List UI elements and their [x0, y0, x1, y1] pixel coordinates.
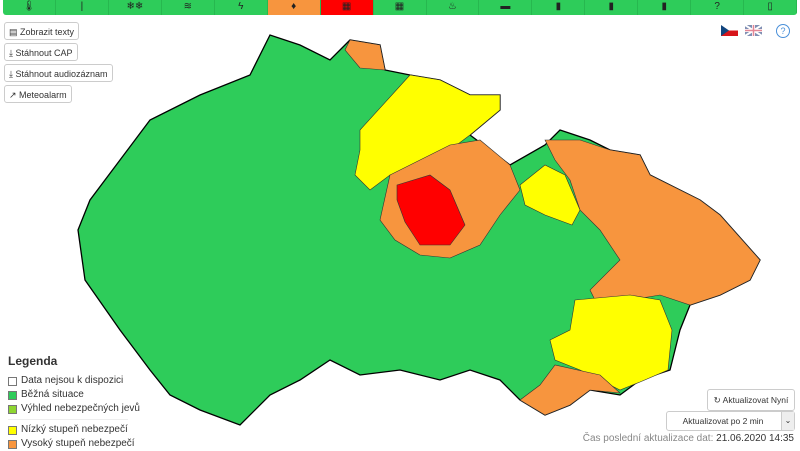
- legend-item: Nízký stupeň nebezpečí: [8, 423, 140, 437]
- show-texts-button[interactable]: ▤ Zobrazit texty: [4, 22, 80, 40]
- thermometer-icon: 🌡: [22, 1, 36, 12]
- fog-icon: ≋: [183, 1, 192, 12]
- show-texts-label: Zobrazit texty: [20, 27, 75, 37]
- legend-swatch: [8, 376, 17, 386]
- document-icon: ▯: [767, 1, 773, 12]
- smog-factory-2-icon: ▮: [608, 1, 615, 12]
- toolbar-tab-snow-icon[interactable]: ❄❄: [108, 0, 162, 15]
- rain-icon: ♦: [291, 1, 297, 12]
- toolbar-tab-question-icon[interactable]: ?: [691, 0, 745, 15]
- toolbar-tab-fog-icon[interactable]: ≋: [161, 0, 215, 15]
- region-high-s[interactable]: [519, 364, 621, 416]
- meteoalarm-button[interactable]: ↗ Meteoalarm: [4, 85, 72, 103]
- download-icon: ⤓: [9, 48, 16, 58]
- toolbar-tab-flood-warning-icon[interactable]: ▦: [373, 0, 427, 15]
- chevron-down-icon: ⌄: [781, 412, 794, 430]
- legend-item: Data nejsou k dispozici: [8, 374, 140, 388]
- refresh-now-button[interactable]: ↻ Aktualizovat Nyní: [707, 389, 795, 411]
- last-update: Čas poslední aktualizace dat: 21.06.2020…: [583, 433, 794, 444]
- region-low-n[interactable]: [354, 74, 501, 191]
- region-high-ne[interactable]: [544, 139, 761, 311]
- smog-factory-icon: ▮: [555, 1, 562, 12]
- legend-label: Data nejsou k dispozici: [21, 375, 124, 386]
- region-high-top[interactable]: [344, 39, 386, 71]
- meteoalarm-label: Meteoalarm: [19, 90, 67, 100]
- toolbar-tab-car-icon[interactable]: ▬: [479, 0, 533, 15]
- help-icon[interactable]: ?: [776, 24, 790, 38]
- hazard-toolbar: 🌡 | ❄❄ ≋ ϟ ♦ ▦ ▦ ♨ ▬ ▮ ▮ ▮? ▯: [3, 0, 797, 15]
- wind-icon: |: [80, 1, 84, 12]
- legend: Legenda Data nejsou k dispozici Běžná sit…: [8, 354, 140, 451]
- snow-icon: ❄❄: [126, 1, 144, 12]
- lightning-icon: ϟ: [238, 1, 244, 12]
- legend-divider: [8, 419, 128, 420]
- legend-swatch: [8, 425, 17, 435]
- smog-factory-3-icon: ▮: [661, 1, 667, 12]
- toolbar-tab-thermometer-icon[interactable]: 🌡: [3, 0, 56, 15]
- toolbar-tab-lightning-icon[interactable]: ϟ: [214, 0, 268, 15]
- legend-item: Výhled nebezpečných jevů: [8, 402, 140, 416]
- toolbar-tab-wind-icon[interactable]: |: [55, 0, 109, 15]
- toolbar-tab-document-icon[interactable]: ▯: [744, 0, 797, 15]
- region-low-e[interactable]: [519, 164, 581, 226]
- download-audio-label: Stáhnout audiozáznam: [15, 69, 108, 79]
- legend-title: Legenda: [8, 354, 58, 368]
- download-cap-button[interactable]: ⤓ Stáhnout CAP: [4, 43, 78, 61]
- uk-flag-icon[interactable]: [745, 25, 762, 36]
- list-icon: ▤: [9, 27, 21, 37]
- legend-label: Vysoký stupeň nebezpečí: [21, 438, 135, 449]
- download-cap-label: Stáhnout CAP: [15, 48, 73, 58]
- region-extreme[interactable]: [396, 174, 466, 246]
- last-update-value: 21.06.2020 14:35: [716, 433, 794, 444]
- download-audio-button[interactable]: ⤓ Stáhnout audiozáznam: [4, 64, 113, 82]
- czech-flag-icon[interactable]: [721, 25, 738, 36]
- toolbar-tab-fire-icon[interactable]: ♨: [426, 0, 480, 15]
- last-update-label: Čas poslední aktualizace dat:: [582, 433, 714, 444]
- question-icon: ?: [714, 1, 720, 12]
- toolbar-tab-smog-factory-3-icon[interactable]: ▮: [638, 0, 692, 15]
- refresh-label: Aktualizovat Nyní: [722, 395, 789, 405]
- legend-swatch: [8, 404, 17, 414]
- toolbar-tab-rain-icon[interactable]: ♦: [267, 0, 321, 15]
- legend-swatch: [8, 439, 17, 449]
- download-icon: ⤓: [9, 69, 16, 79]
- external-link-icon: ↗: [9, 90, 20, 100]
- legend-label: Běžná situace: [21, 389, 84, 400]
- fire-icon: ♨: [447, 1, 457, 12]
- flood-warning-icon: ▦: [394, 1, 405, 12]
- car-icon: ▬: [500, 1, 511, 12]
- refresh-interval-select[interactable]: Aktualizovat po 2 min ⌄: [666, 411, 795, 431]
- interval-value: Aktualizovat po 2 min: [682, 416, 764, 426]
- legend-swatch: [8, 390, 17, 400]
- toolbar-tab-flood-icon[interactable]: ▦: [320, 0, 374, 15]
- region-low-se[interactable]: [549, 294, 673, 391]
- refresh-icon: ↻: [713, 395, 723, 405]
- flood-icon: ▦: [341, 1, 352, 12]
- legend-label: Nízký stupeň nebezpečí: [21, 424, 128, 435]
- legend-item: Běžná situace: [8, 388, 140, 402]
- toolbar-tab-smog-factory-2-icon[interactable]: ▮: [585, 0, 639, 15]
- legend-label: Výhled nebezpečných jevů: [21, 403, 140, 414]
- toolbar-tab-smog-factory-icon[interactable]: ▮: [532, 0, 586, 15]
- legend-item: Vysoký stupeň nebezpečí: [8, 437, 140, 451]
